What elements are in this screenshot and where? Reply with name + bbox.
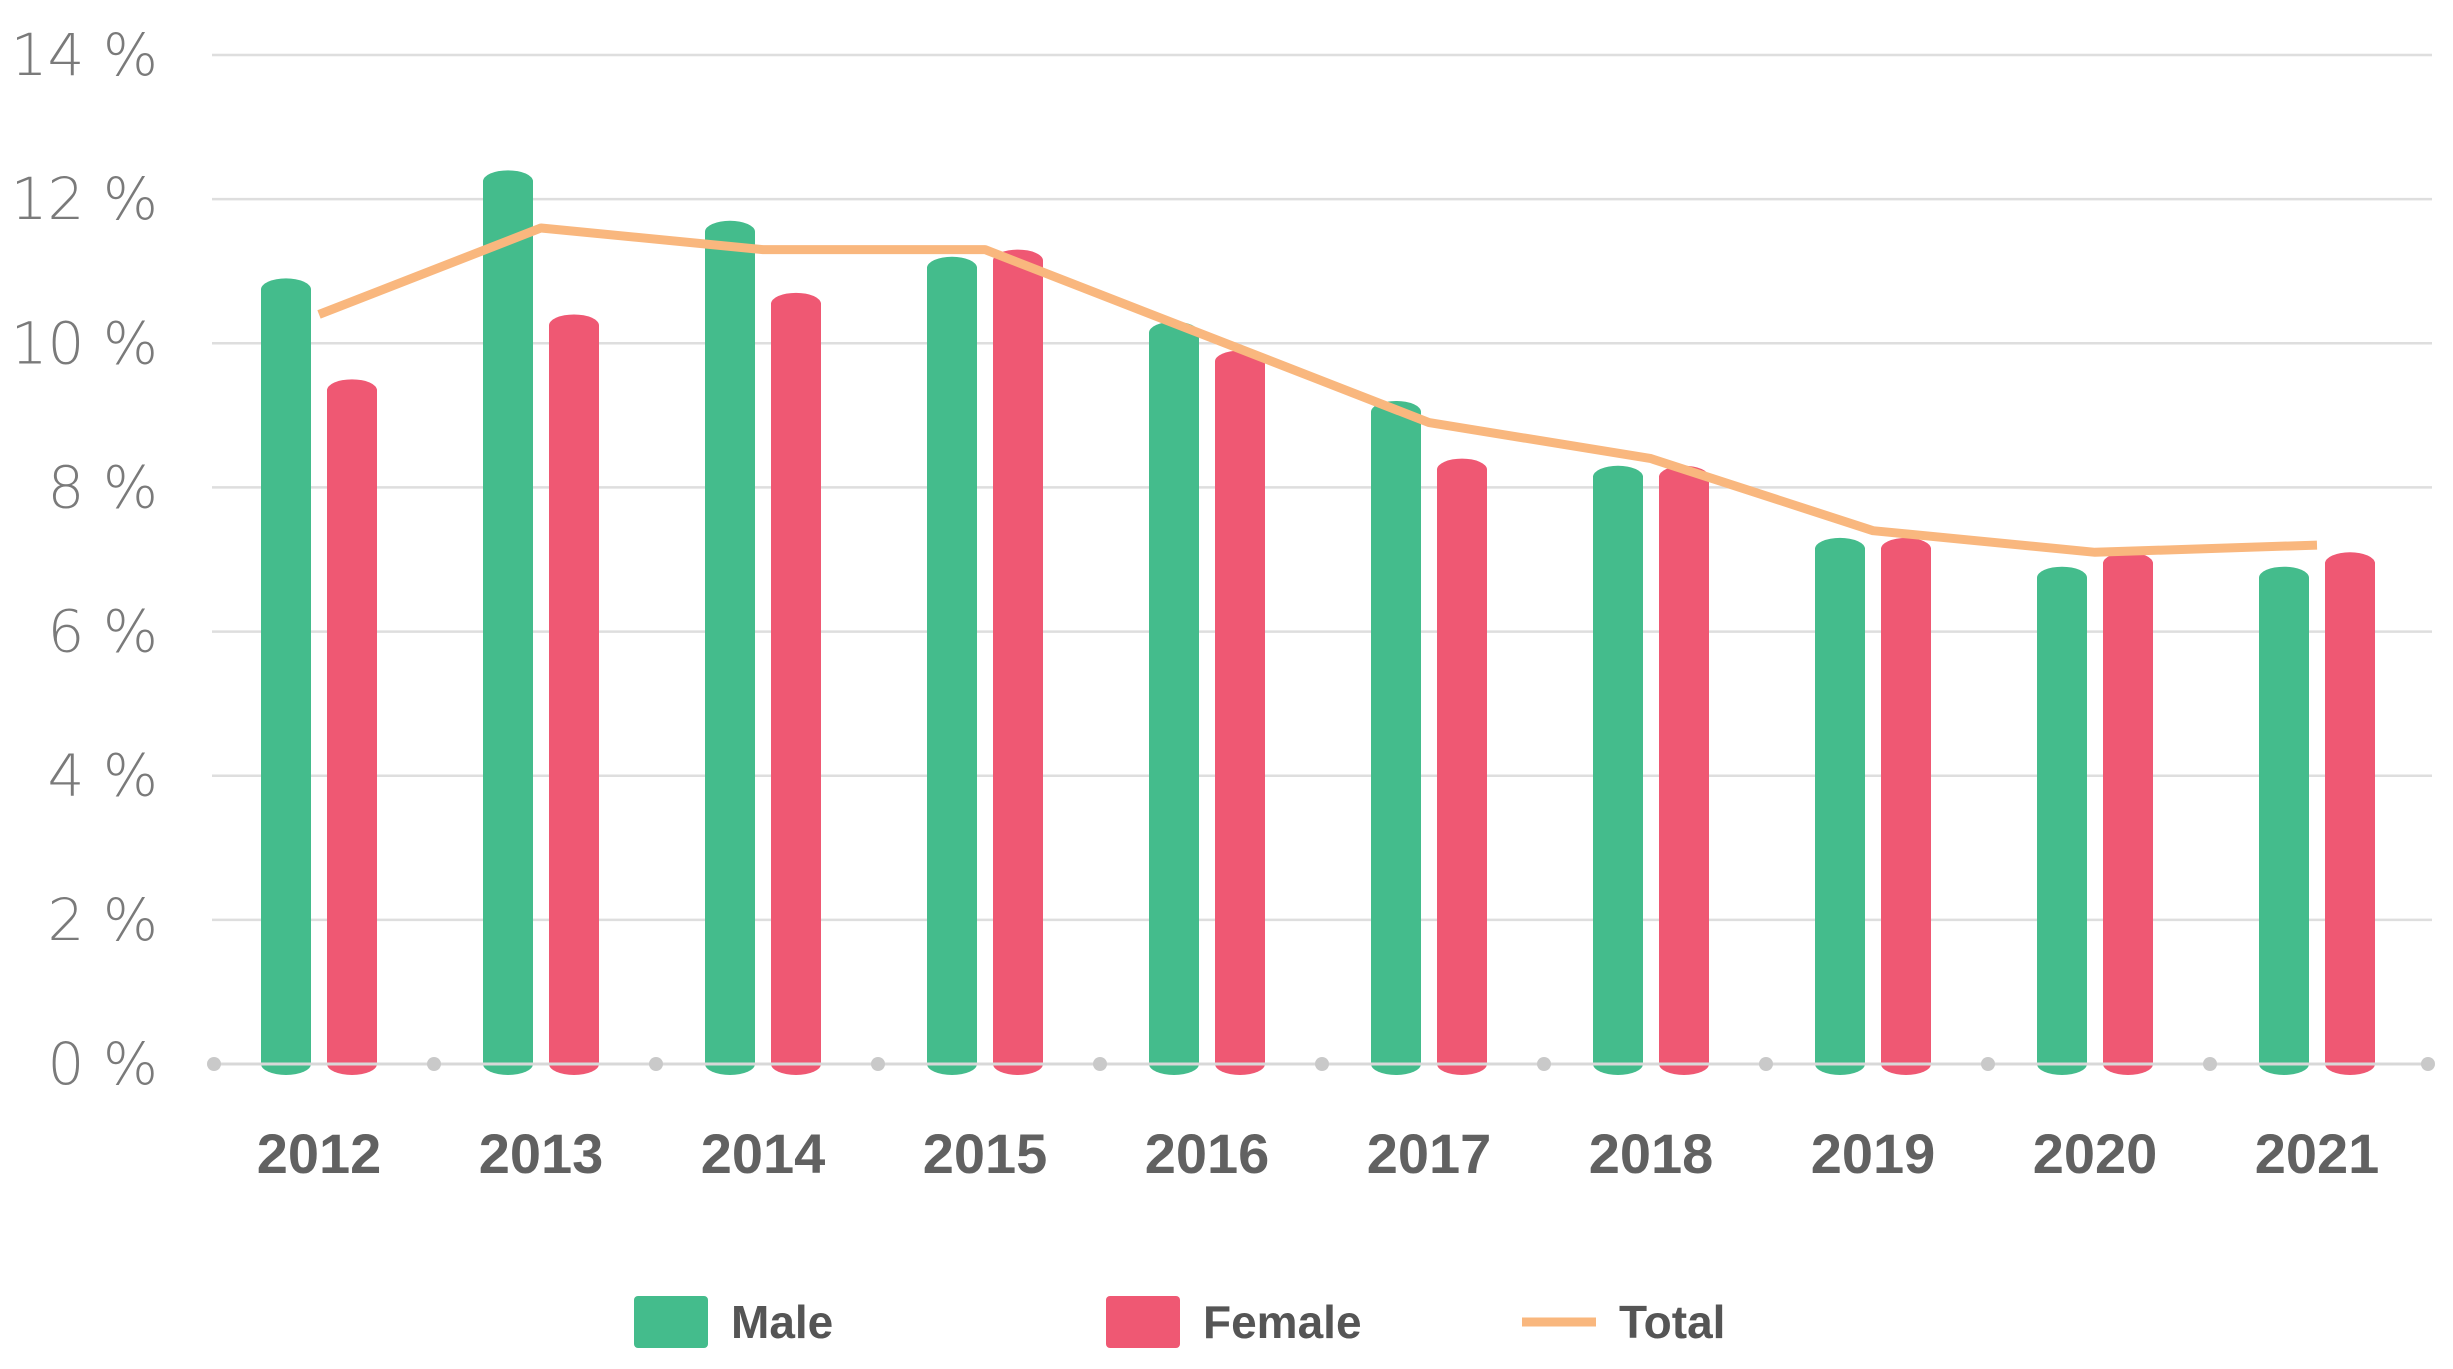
axis-dot bbox=[1537, 1057, 1551, 1071]
axis-dot bbox=[871, 1057, 885, 1071]
axis-dot bbox=[649, 1057, 663, 1071]
total-line bbox=[317, 223, 2318, 557]
bar-male-2013 bbox=[483, 170, 533, 1075]
bar-female-2014 bbox=[771, 292, 821, 1076]
bar-female-2012 bbox=[327, 379, 377, 1076]
x-tick-label: 2015 bbox=[923, 1122, 1048, 1185]
axis-dot bbox=[1981, 1057, 1995, 1071]
bar-female-2017 bbox=[1437, 458, 1487, 1076]
axis-dot bbox=[1759, 1057, 1773, 1071]
bar-male-2014 bbox=[705, 220, 755, 1075]
y-axis-ticks: 0 % 2 % 4 % 6 % 8 % 10 % 12 % 14 % bbox=[11, 21, 158, 1098]
x-tick-label: 2019 bbox=[1811, 1122, 1936, 1185]
x-axis-baseline bbox=[207, 1057, 2435, 1071]
legend-swatch-female bbox=[1106, 1296, 1180, 1348]
x-axis-ticks: 2012 2013 2014 2015 2016 2017 2018 2019 2020 2021 bbox=[257, 1122, 2380, 1185]
bar-male-2016 bbox=[1149, 321, 1199, 1075]
axis-dot bbox=[1093, 1057, 1107, 1071]
y-tick-label: 14 % bbox=[11, 21, 158, 89]
bar-male-2018 bbox=[1593, 465, 1643, 1075]
legend-swatch-male bbox=[634, 1296, 708, 1348]
y-tick-label: 2 % bbox=[48, 886, 158, 954]
y-tick-label: 10 % bbox=[11, 309, 158, 377]
legend-label-total: Total bbox=[1619, 1296, 1725, 1348]
bar-male-2021 bbox=[2259, 566, 2309, 1075]
y-tick-label: 0 % bbox=[48, 1030, 158, 1098]
x-tick-label: 2016 bbox=[1145, 1122, 1270, 1185]
x-tick-label: 2018 bbox=[1589, 1122, 1714, 1185]
y-tick-label: 12 % bbox=[11, 165, 158, 233]
x-tick-label: 2020 bbox=[2033, 1122, 2158, 1185]
bars bbox=[261, 170, 2375, 1076]
line-total bbox=[317, 223, 2318, 557]
bar-female-2021 bbox=[2325, 552, 2375, 1075]
bar-female-2015 bbox=[993, 249, 1043, 1075]
axis-dot bbox=[2421, 1057, 2435, 1071]
axis-dot bbox=[427, 1057, 441, 1071]
bar-female-2018 bbox=[1659, 465, 1709, 1075]
axis-dot bbox=[1315, 1057, 1329, 1071]
bar-female-2016 bbox=[1215, 350, 1265, 1075]
x-tick-label: 2021 bbox=[2255, 1122, 2380, 1185]
bar-male-2015 bbox=[927, 256, 977, 1075]
y-tick-label: 8 % bbox=[48, 453, 158, 521]
bar-female-2019 bbox=[1881, 537, 1931, 1075]
y-tick-label: 4 % bbox=[48, 742, 158, 810]
bar-male-2020 bbox=[2037, 566, 2087, 1075]
bar-male-2019 bbox=[1815, 537, 1865, 1075]
bar-male-2012 bbox=[261, 278, 311, 1076]
x-tick-label: 2013 bbox=[479, 1122, 604, 1185]
legend-label-male: Male bbox=[731, 1296, 833, 1348]
x-tick-label: 2017 bbox=[1367, 1122, 1492, 1185]
bar-female-2020 bbox=[2103, 552, 2153, 1075]
legend: Male Female Total bbox=[634, 1296, 1725, 1348]
bar-female-2013 bbox=[549, 314, 599, 1075]
grid-lines bbox=[212, 53, 2432, 922]
axis-dot bbox=[2203, 1057, 2217, 1071]
y-tick-label: 6 % bbox=[48, 598, 158, 666]
x-tick-label: 2012 bbox=[257, 1122, 382, 1185]
legend-label-female: Female bbox=[1203, 1296, 1362, 1348]
x-tick-label: 2014 bbox=[701, 1122, 826, 1185]
axis-dot bbox=[207, 1057, 221, 1071]
bar-male-2017 bbox=[1371, 400, 1421, 1075]
